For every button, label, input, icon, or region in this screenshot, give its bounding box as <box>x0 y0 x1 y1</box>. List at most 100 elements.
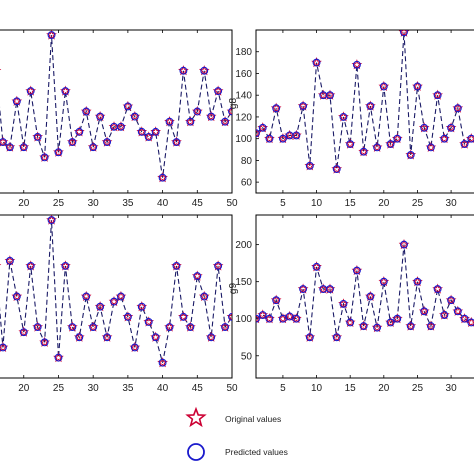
predicted-value-point <box>400 240 408 249</box>
predicted-value-point <box>359 147 368 156</box>
predicted-value-point <box>207 333 216 342</box>
predicted-value-point <box>258 311 267 319</box>
x-tick-label: 20 <box>18 383 30 394</box>
predicted-value-point <box>12 292 21 301</box>
predicted-value-point <box>26 87 35 96</box>
predicted-value-point <box>453 307 462 316</box>
predicted-value-point <box>193 107 202 116</box>
predicted-value-point <box>447 123 456 132</box>
predicted-value-point <box>228 312 232 321</box>
predicted-value-point <box>75 333 84 342</box>
predicted-value-point <box>82 107 91 116</box>
predicted-value-point <box>116 122 125 131</box>
predicted-value-point <box>373 323 382 332</box>
y-tick-label: 50 <box>241 351 253 362</box>
predicted-value-point <box>54 148 63 157</box>
predicted-value-point <box>256 314 260 323</box>
predicted-value-point <box>0 138 7 147</box>
predicted-value-point <box>96 302 105 311</box>
predicted-value-point <box>272 296 281 305</box>
predicted-value-point <box>379 82 388 91</box>
predicted-value-point <box>89 323 98 332</box>
predicted-value-point <box>352 266 361 275</box>
x-tick-label: 20 <box>18 198 30 209</box>
x-tick-label: 30 <box>88 198 100 209</box>
x-tick-label: 50 <box>226 198 238 209</box>
predicted-value-point <box>366 102 375 111</box>
predicted-value-point <box>373 143 382 152</box>
predicted-value-point <box>346 318 355 327</box>
x-tick-label: 15 <box>345 198 357 209</box>
predicted-value-point <box>61 261 70 270</box>
predicted-value-point <box>179 312 188 321</box>
predicted-series-line <box>0 35 232 178</box>
predicted-value-point <box>172 138 181 147</box>
predicted-value-point <box>326 285 334 294</box>
plot-frame <box>0 214 233 379</box>
predicted-value-point <box>258 123 267 132</box>
predicted-value-point <box>440 134 449 143</box>
predicted-value-point <box>332 165 341 174</box>
x-tick-label: 35 <box>122 198 134 209</box>
predicted-value-point <box>406 322 415 331</box>
predicted-value-point <box>386 318 395 327</box>
y-tick-label: 160 <box>235 69 252 80</box>
predicted-value-point <box>12 97 21 106</box>
predicted-value-point <box>5 256 14 265</box>
y-tick-label: 140 <box>235 91 252 102</box>
y-tick-label: 200 <box>235 240 252 251</box>
y-tick-label: 100 <box>235 314 252 325</box>
legend-star-marker-icon <box>185 406 207 428</box>
predicted-value-point <box>221 117 230 126</box>
legend: Original values Predicted values <box>185 406 288 461</box>
predicted-value-point <box>433 285 442 294</box>
x-tick-label: 25 <box>412 198 424 209</box>
predicted-value-point <box>285 312 294 321</box>
x-tick-label: 15 <box>345 383 357 394</box>
predicted-value-point <box>420 307 429 316</box>
plot-frame <box>0 29 233 194</box>
predicted-value-point <box>68 138 77 147</box>
predicted-value-point <box>151 333 160 342</box>
predicted-value-point <box>447 296 456 305</box>
y-tick-label: 60 <box>241 178 253 189</box>
predicted-value-point <box>89 143 98 152</box>
predicted-value-point <box>305 333 314 342</box>
predicted-value-point <box>228 107 232 116</box>
predicted-value-point <box>40 338 49 347</box>
predicted-value-point <box>339 112 348 121</box>
predicted-value-point <box>440 311 449 319</box>
predicted-value-point <box>467 318 474 327</box>
predicted-value-point <box>467 134 474 143</box>
predicted-value-point <box>359 322 368 331</box>
predicted-value-point <box>292 314 301 323</box>
predicted-value-point <box>0 343 7 352</box>
predicted-value-point <box>278 134 287 143</box>
x-tick-label: 10 <box>311 198 323 209</box>
predicted-value-point <box>40 153 49 162</box>
predicted-series-line <box>256 32 472 170</box>
predicted-value-point <box>193 272 202 281</box>
x-tick-label: 45 <box>192 198 204 209</box>
predicted-value-point <box>19 143 28 152</box>
predicted-value-point <box>130 112 139 121</box>
predicted-value-point <box>61 87 70 96</box>
predicted-value-point <box>33 133 42 141</box>
predicted-value-point <box>278 314 287 323</box>
predicted-value-point <box>179 66 188 75</box>
predicted-value-point <box>292 131 301 140</box>
x-tick-label: 25 <box>412 383 424 394</box>
plot-area <box>256 30 474 174</box>
predicted-value-point <box>413 277 422 286</box>
predicted-value-point <box>265 314 274 323</box>
predicted-series-line <box>0 220 232 363</box>
predicted-value-point <box>379 277 388 286</box>
legend-predicted-label: Predicted values <box>225 447 288 457</box>
predicted-value-point <box>426 322 435 331</box>
chart-panel-3: 20 25 30 35 40 45 50 <box>0 214 238 394</box>
y-tick-label: 180 <box>235 47 252 58</box>
predicted-value-point <box>158 173 167 182</box>
predicted-value-point <box>54 353 63 362</box>
x-tick-label: 30 <box>446 383 458 394</box>
legend-circle-marker-icon <box>187 443 205 461</box>
